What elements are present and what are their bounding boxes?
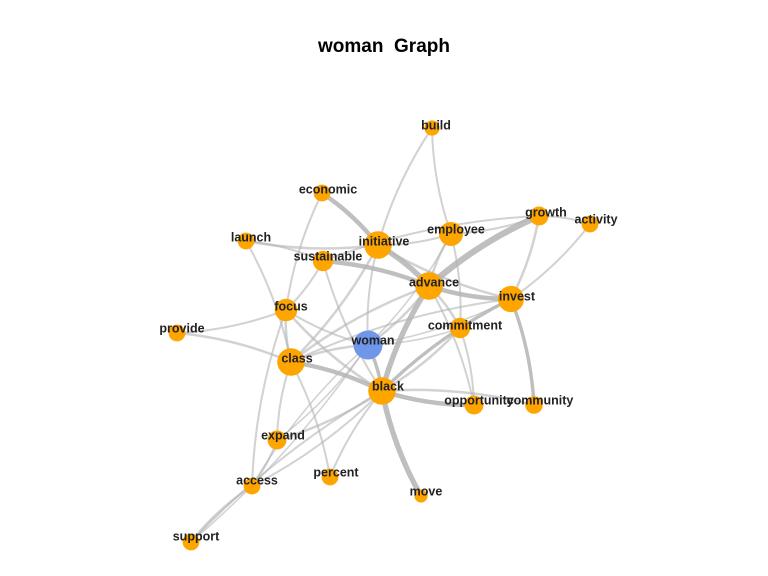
node-woman[interactable] (353, 330, 383, 360)
node-layer (168, 120, 599, 551)
node-opportunity[interactable] (464, 395, 484, 415)
edge-initiative-invest (376, 243, 513, 301)
node-label-provide: provide (159, 321, 204, 335)
edge-advance-opportunity (427, 284, 476, 407)
node-launch[interactable] (237, 232, 255, 250)
node-expand[interactable] (267, 430, 287, 450)
node-support[interactable] (182, 533, 200, 551)
edge-black-percent (328, 389, 384, 479)
node-build[interactable] (424, 120, 440, 136)
node-employee[interactable] (439, 222, 463, 246)
node-label-activity: activity (574, 212, 617, 226)
edge-invest-class (289, 297, 513, 364)
node-label-woman: woman (350, 333, 394, 347)
label-layer: woman advance black class initiative invest em… (159, 118, 617, 543)
node-focus[interactable] (274, 298, 298, 322)
node-label-economic: economic (299, 182, 357, 196)
node-move[interactable] (414, 489, 428, 503)
node-commitment[interactable] (449, 317, 471, 339)
edge-black-community (380, 388, 536, 407)
node-label-class: class (281, 351, 312, 365)
edge-focus-economic (284, 191, 324, 312)
node-label-move: move (410, 484, 443, 498)
node-label-black: black (372, 379, 404, 393)
edge-black-invest (380, 297, 513, 393)
node-label-community: community (507, 393, 574, 407)
edge-black-move (379, 388, 424, 499)
edge-initiative-class (289, 243, 380, 364)
node-black[interactable] (368, 377, 396, 405)
node-invest[interactable] (497, 285, 525, 313)
node-label-launch: launch (231, 230, 271, 244)
node-label-growth: growth (525, 205, 567, 219)
edge-focus-provide (175, 308, 288, 335)
node-sustainable[interactable] (312, 250, 334, 272)
node-label-invest: invest (499, 289, 536, 303)
node-percent[interactable] (321, 468, 339, 486)
node-label-support: support (173, 529, 220, 543)
edge-focus-access (250, 308, 288, 488)
edge-advance-class (289, 284, 431, 364)
node-label-initiative: initiative (359, 234, 410, 248)
edge-black-class (288, 359, 385, 394)
edge-invest-community (509, 297, 536, 407)
node-growth[interactable] (529, 206, 549, 226)
edge-black-sustainable (321, 259, 384, 393)
node-label-build: build (421, 118, 451, 132)
node-label-advance: advance (409, 275, 459, 289)
node-initiative[interactable] (364, 231, 392, 259)
edge-black-access (250, 389, 384, 488)
node-label-percent: percent (313, 465, 359, 479)
node-economic[interactable] (313, 184, 331, 202)
graph-title: woman Graph (318, 36, 450, 57)
node-community[interactable] (525, 396, 543, 414)
node-provide[interactable] (168, 324, 186, 342)
node-label-focus: focus (274, 299, 307, 313)
node-label-employee: employee (427, 222, 485, 236)
node-label-expand: expand (261, 428, 305, 442)
edge-class-launch (244, 239, 293, 364)
edge-activity-invest (509, 222, 592, 301)
node-activity[interactable] (581, 215, 599, 233)
node-label-opportunity: opportunity (444, 393, 513, 407)
edge-woman-support (190, 344, 369, 543)
node-label-access: access (236, 473, 278, 487)
node-label-commitment: commitment (428, 318, 503, 332)
node-label-sustainable: sustainable (294, 249, 363, 263)
node-class[interactable] (277, 348, 305, 376)
edge-black-support (189, 389, 384, 544)
edge-employee-build (430, 126, 453, 236)
node-advance[interactable] (415, 272, 443, 300)
edge-build-initiative (376, 126, 434, 247)
node-access[interactable] (243, 477, 261, 495)
edge-black-focus (284, 308, 384, 393)
edge-growth-sustainable (321, 214, 541, 263)
